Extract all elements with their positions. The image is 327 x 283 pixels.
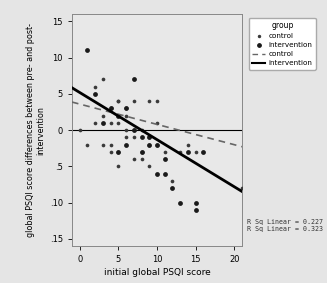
Point: [123, 106, 129, 111]
Y-axis label: global PSQI score differences between pre- and post-
intervention: global PSQI score differences between pr…: [26, 23, 46, 237]
Point: [116, 99, 121, 104]
Point: [146, 99, 152, 104]
Point: [146, 142, 152, 147]
Point: [185, 150, 191, 154]
Point: [116, 99, 121, 104]
Point: [93, 92, 98, 96]
Point: [131, 128, 136, 132]
Point: [123, 142, 129, 147]
Point: [85, 48, 90, 53]
Point: [154, 121, 160, 125]
Point: [139, 150, 144, 154]
Point: [139, 128, 144, 132]
Point: [116, 164, 121, 169]
Point: [131, 77, 136, 82]
Point: [131, 157, 136, 161]
Point: [139, 135, 144, 140]
Point: [116, 150, 121, 154]
Point: [146, 164, 152, 169]
Point: [100, 77, 106, 82]
Point: [116, 121, 121, 125]
Text: R Sq Linear = 0.227
R Sq Linear = 0.323: R Sq Linear = 0.227 R Sq Linear = 0.323: [247, 219, 323, 232]
Point: [93, 84, 98, 89]
Point: [185, 142, 191, 147]
Point: [116, 113, 121, 118]
Point: [131, 99, 136, 104]
Point: [146, 142, 152, 147]
Point: [178, 200, 183, 205]
Point: [178, 150, 183, 154]
Point: [193, 208, 198, 212]
Point: [123, 128, 129, 132]
X-axis label: initial global PSQI score: initial global PSQI score: [104, 268, 210, 277]
Point: [193, 200, 198, 205]
Point: [100, 121, 106, 125]
Point: [146, 135, 152, 140]
Point: [154, 99, 160, 104]
Point: [154, 142, 160, 147]
Point: [239, 186, 245, 190]
Point: [108, 106, 113, 111]
Point: [100, 142, 106, 147]
Point: [201, 150, 206, 154]
Point: [139, 150, 144, 154]
Point: [193, 150, 198, 154]
Point: [123, 106, 129, 111]
Point: [108, 106, 113, 111]
Point: [146, 135, 152, 140]
Point: [108, 142, 113, 147]
Point: [108, 121, 113, 125]
Point: [170, 179, 175, 183]
Legend: control, intervention, control, intervention: control, intervention, control, interven…: [249, 18, 316, 70]
Point: [123, 135, 129, 140]
Point: [162, 157, 167, 161]
Point: [108, 150, 113, 154]
Point: [85, 142, 90, 147]
Point: [131, 135, 136, 140]
Point: [154, 171, 160, 176]
Point: [123, 113, 129, 118]
Point: [131, 128, 136, 132]
Point: [154, 142, 160, 147]
Point: [162, 150, 167, 154]
Point: [170, 186, 175, 190]
Point: [116, 150, 121, 154]
Point: [139, 157, 144, 161]
Point: [100, 113, 106, 118]
Point: [93, 121, 98, 125]
Point: [77, 128, 82, 132]
Point: [162, 171, 167, 176]
